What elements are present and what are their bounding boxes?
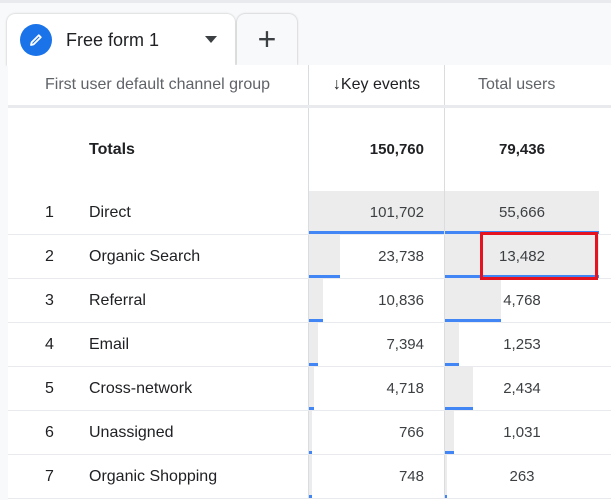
table-row[interactable]: 4 Email 7,394 1,253 — [8, 323, 611, 367]
row-index: 7 — [45, 467, 54, 485]
tab-free-form-1[interactable]: Free form 1 — [7, 14, 235, 66]
table-row[interactable]: 6 Unassigned 766 1,031 — [8, 411, 611, 455]
key-events-bar — [309, 191, 444, 234]
table-row[interactable]: 5 Cross-network 4,718 2,434 — [8, 367, 611, 411]
channel-name[interactable]: Direct — [89, 203, 131, 221]
key-events-bar — [309, 411, 312, 454]
channel-name[interactable]: Organic Shopping — [89, 467, 218, 485]
total-users-bar — [445, 323, 459, 366]
total-users-value: 13,482 — [499, 248, 545, 265]
total-users-bar — [445, 367, 473, 410]
key-events-bar — [309, 455, 312, 498]
key-events-value: 10,836 — [378, 292, 424, 309]
total-users-value: 55,666 — [499, 204, 545, 221]
total-users-bar — [445, 411, 455, 454]
column-header-total-users[interactable]: Total users — [478, 76, 556, 93]
row-index: 1 — [45, 203, 54, 221]
total-users-value: 263 — [509, 468, 535, 485]
row-index: 2 — [45, 247, 54, 265]
totals-key-events: 150,760 — [369, 141, 424, 158]
row-index: 5 — [45, 379, 54, 397]
add-tab-button[interactable]: + — [237, 14, 297, 65]
key-events-value: 23,738 — [378, 248, 424, 265]
key-events-bar — [309, 367, 315, 410]
column-header-key-events[interactable]: ↓ Key events — [308, 65, 444, 105]
total-users-bar — [445, 235, 600, 278]
totals-label: Totals — [89, 140, 135, 158]
plus-icon: + — [257, 21, 277, 57]
key-events-value: 101,702 — [369, 204, 424, 221]
table-row[interactable]: 1 Direct 101,702 55,666 — [8, 191, 611, 235]
key-events-value: 766 — [398, 424, 424, 441]
key-events-bar — [309, 279, 323, 322]
channel-name[interactable]: Email — [89, 335, 130, 353]
total-users-bar — [445, 279, 501, 322]
key-events-value: 4,718 — [386, 380, 424, 397]
top-divider — [0, 0, 611, 3]
header-row: First user default channel group ↓ Key ev… — [8, 65, 611, 108]
highlight-box — [480, 232, 598, 280]
key-events-bar — [309, 235, 341, 278]
key-events-bar — [309, 323, 319, 366]
tab-label: Free form 1 — [66, 29, 160, 50]
chevron-down-icon[interactable] — [205, 36, 217, 43]
totals-total-users: 79,436 — [499, 141, 545, 158]
channel-name[interactable]: Referral — [89, 291, 146, 309]
row-index: 4 — [45, 335, 54, 353]
table-row[interactable]: 3 Referral 10,836 4,768 — [8, 279, 611, 323]
column-header-channel[interactable]: First user default channel group — [45, 76, 271, 93]
row-index: 3 — [45, 291, 54, 309]
pencil-icon[interactable] — [20, 24, 52, 56]
total-users-value: 1,031 — [503, 424, 541, 441]
total-users-value: 2,434 — [503, 380, 541, 397]
table-row[interactable]: 7 Organic Shopping 748 263 — [8, 455, 611, 499]
row-index: 6 — [45, 423, 54, 441]
key-events-value: 7,394 — [386, 336, 424, 353]
total-users-value: 1,253 — [503, 336, 541, 353]
channel-name[interactable]: Cross-network — [89, 379, 193, 397]
key-events-value: 748 — [398, 468, 424, 485]
channel-name[interactable]: Organic Search — [89, 247, 201, 265]
sort-arrow-icon: ↓ — [332, 76, 341, 93]
data-table: First user default channel group ↓ Key ev… — [8, 65, 611, 500]
total-users-bar — [445, 455, 448, 498]
totals-row: Totals 150,760 79,436 — [8, 108, 611, 191]
table-row[interactable]: 2 Organic Search 23,738 13,482 — [8, 235, 611, 279]
total-users-value: 4,768 — [503, 292, 541, 309]
channel-name[interactable]: Unassigned — [89, 423, 174, 441]
